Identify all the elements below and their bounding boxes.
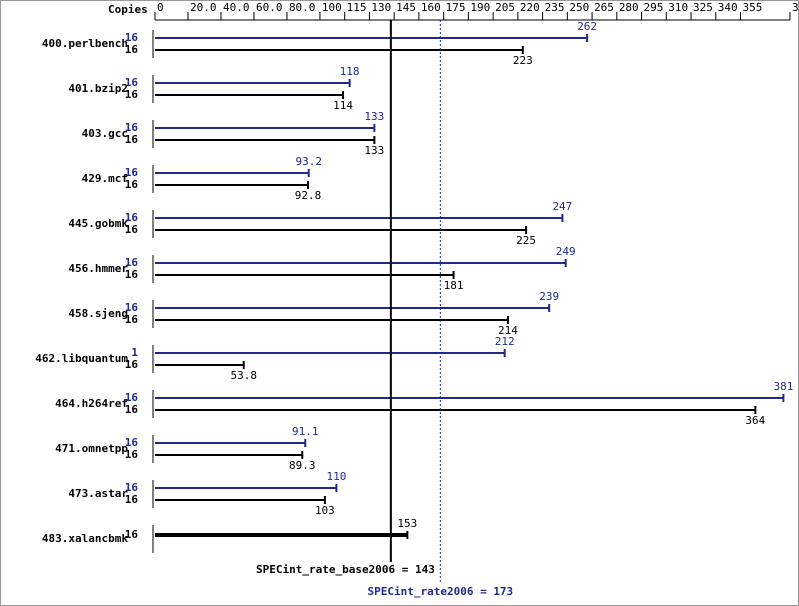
copies-label: 16 [125, 88, 139, 101]
x-tick-label: 280 [619, 1, 639, 14]
value-label: 89.3 [289, 459, 316, 472]
copies-label: 16 [125, 223, 139, 236]
value-label: 91.1 [292, 425, 319, 438]
x-tick-label: 100 [322, 1, 342, 14]
benchmark-label: 462.libquantum [35, 352, 128, 365]
benchmark-label: 429.mcf [82, 172, 128, 185]
value-label: 239 [539, 290, 559, 303]
x-tick-label: 235 [545, 1, 565, 14]
value-label: 262 [577, 20, 597, 33]
value-label: 103 [315, 504, 335, 517]
value-label: 247 [552, 200, 572, 213]
copies-label: 16 [125, 133, 139, 146]
copies-label: 16 [125, 76, 139, 89]
value-label: 249 [556, 245, 576, 258]
x-tick-label: 190 [470, 1, 490, 14]
x-tick-label: 20.0 [190, 1, 217, 14]
x-tick-label: 130 [371, 1, 391, 14]
copies-label: 16 [125, 178, 139, 191]
value-label: 133 [364, 110, 384, 123]
x-tick-label: 250 [569, 1, 589, 14]
copies-label: 16 [125, 358, 139, 371]
value-label: 118 [340, 65, 360, 78]
benchmark-label: 456.hmmer [68, 262, 128, 275]
copies-label: 16 [125, 31, 139, 44]
value-label: 223 [513, 54, 533, 67]
benchmark-label: 471.omnetpp [55, 442, 128, 455]
copies-label: 16 [125, 121, 139, 134]
x-tick-label: 115 [347, 1, 367, 14]
copies-label: 16 [125, 166, 139, 179]
x-tick-label: 145 [396, 1, 416, 14]
x-tick-label: 205 [495, 1, 515, 14]
x-tick-label: 40.0 [223, 1, 250, 14]
x-tick-label: 60.0 [256, 1, 283, 14]
value-label: 153 [397, 517, 417, 530]
x-tick-label: 0 [157, 1, 164, 14]
benchmark-label: 400.perlbench [42, 37, 128, 50]
copies-label: 16 [125, 528, 139, 541]
copies-label: 16 [125, 301, 139, 314]
copies-label: 16 [125, 256, 139, 269]
copies-label: 16 [125, 481, 139, 494]
benchmark-label: 483.xalancbmk [42, 532, 128, 545]
copies-label: 16 [125, 391, 139, 404]
value-label: 110 [326, 470, 346, 483]
x-tick-label: 80.0 [289, 1, 316, 14]
copies-label: 16 [125, 403, 139, 416]
copies-label: 16 [125, 448, 139, 461]
copies-label: 16 [125, 436, 139, 449]
value-label: 53.8 [230, 369, 257, 382]
x-tick-label: 265 [594, 1, 614, 14]
value-label: 181 [444, 279, 464, 292]
x-tick-label: 295 [644, 1, 664, 14]
x-tick-label: 340 [718, 1, 738, 14]
peak-metric-label: SPECint_rate2006 = 173 [367, 585, 513, 598]
copies-header: Copies [108, 3, 148, 16]
value-label: 381 [773, 380, 793, 393]
benchmark-label: 403.gcc [82, 127, 128, 140]
benchmark-label: 445.gobmk [68, 217, 128, 230]
benchmark-label: 401.bzip2 [68, 82, 128, 95]
copies-label: 16 [125, 268, 139, 281]
x-tick-label: 355 [743, 1, 763, 14]
x-tick-label: 175 [446, 1, 466, 14]
base-metric-label: SPECint_rate_base2006 = 143 [256, 563, 435, 576]
value-label: 92.8 [295, 189, 322, 202]
value-label: 212 [495, 335, 515, 348]
copies-label: 16 [125, 43, 139, 56]
copies-label: 16 [125, 313, 139, 326]
value-label: 133 [364, 144, 384, 157]
value-label: 114 [333, 99, 353, 112]
x-tick-label: 160 [421, 1, 441, 14]
benchmark-label: 458.sjeng [68, 307, 128, 320]
x-tick-label: 220 [520, 1, 540, 14]
benchmark-label: 464.h264ref [55, 397, 128, 410]
copies-label: 16 [125, 493, 139, 506]
copies-label: 16 [125, 211, 139, 224]
copies-label: 1 [131, 346, 138, 359]
value-label: 225 [516, 234, 536, 247]
benchmark-label: 473.astar [68, 487, 128, 500]
value-label: 214 [498, 324, 518, 337]
x-tick-label: 310 [668, 1, 688, 14]
x-tick-label: 385 [792, 1, 799, 14]
value-label: 93.2 [295, 155, 322, 168]
value-label: 364 [745, 414, 765, 427]
x-tick-label: 325 [693, 1, 713, 14]
